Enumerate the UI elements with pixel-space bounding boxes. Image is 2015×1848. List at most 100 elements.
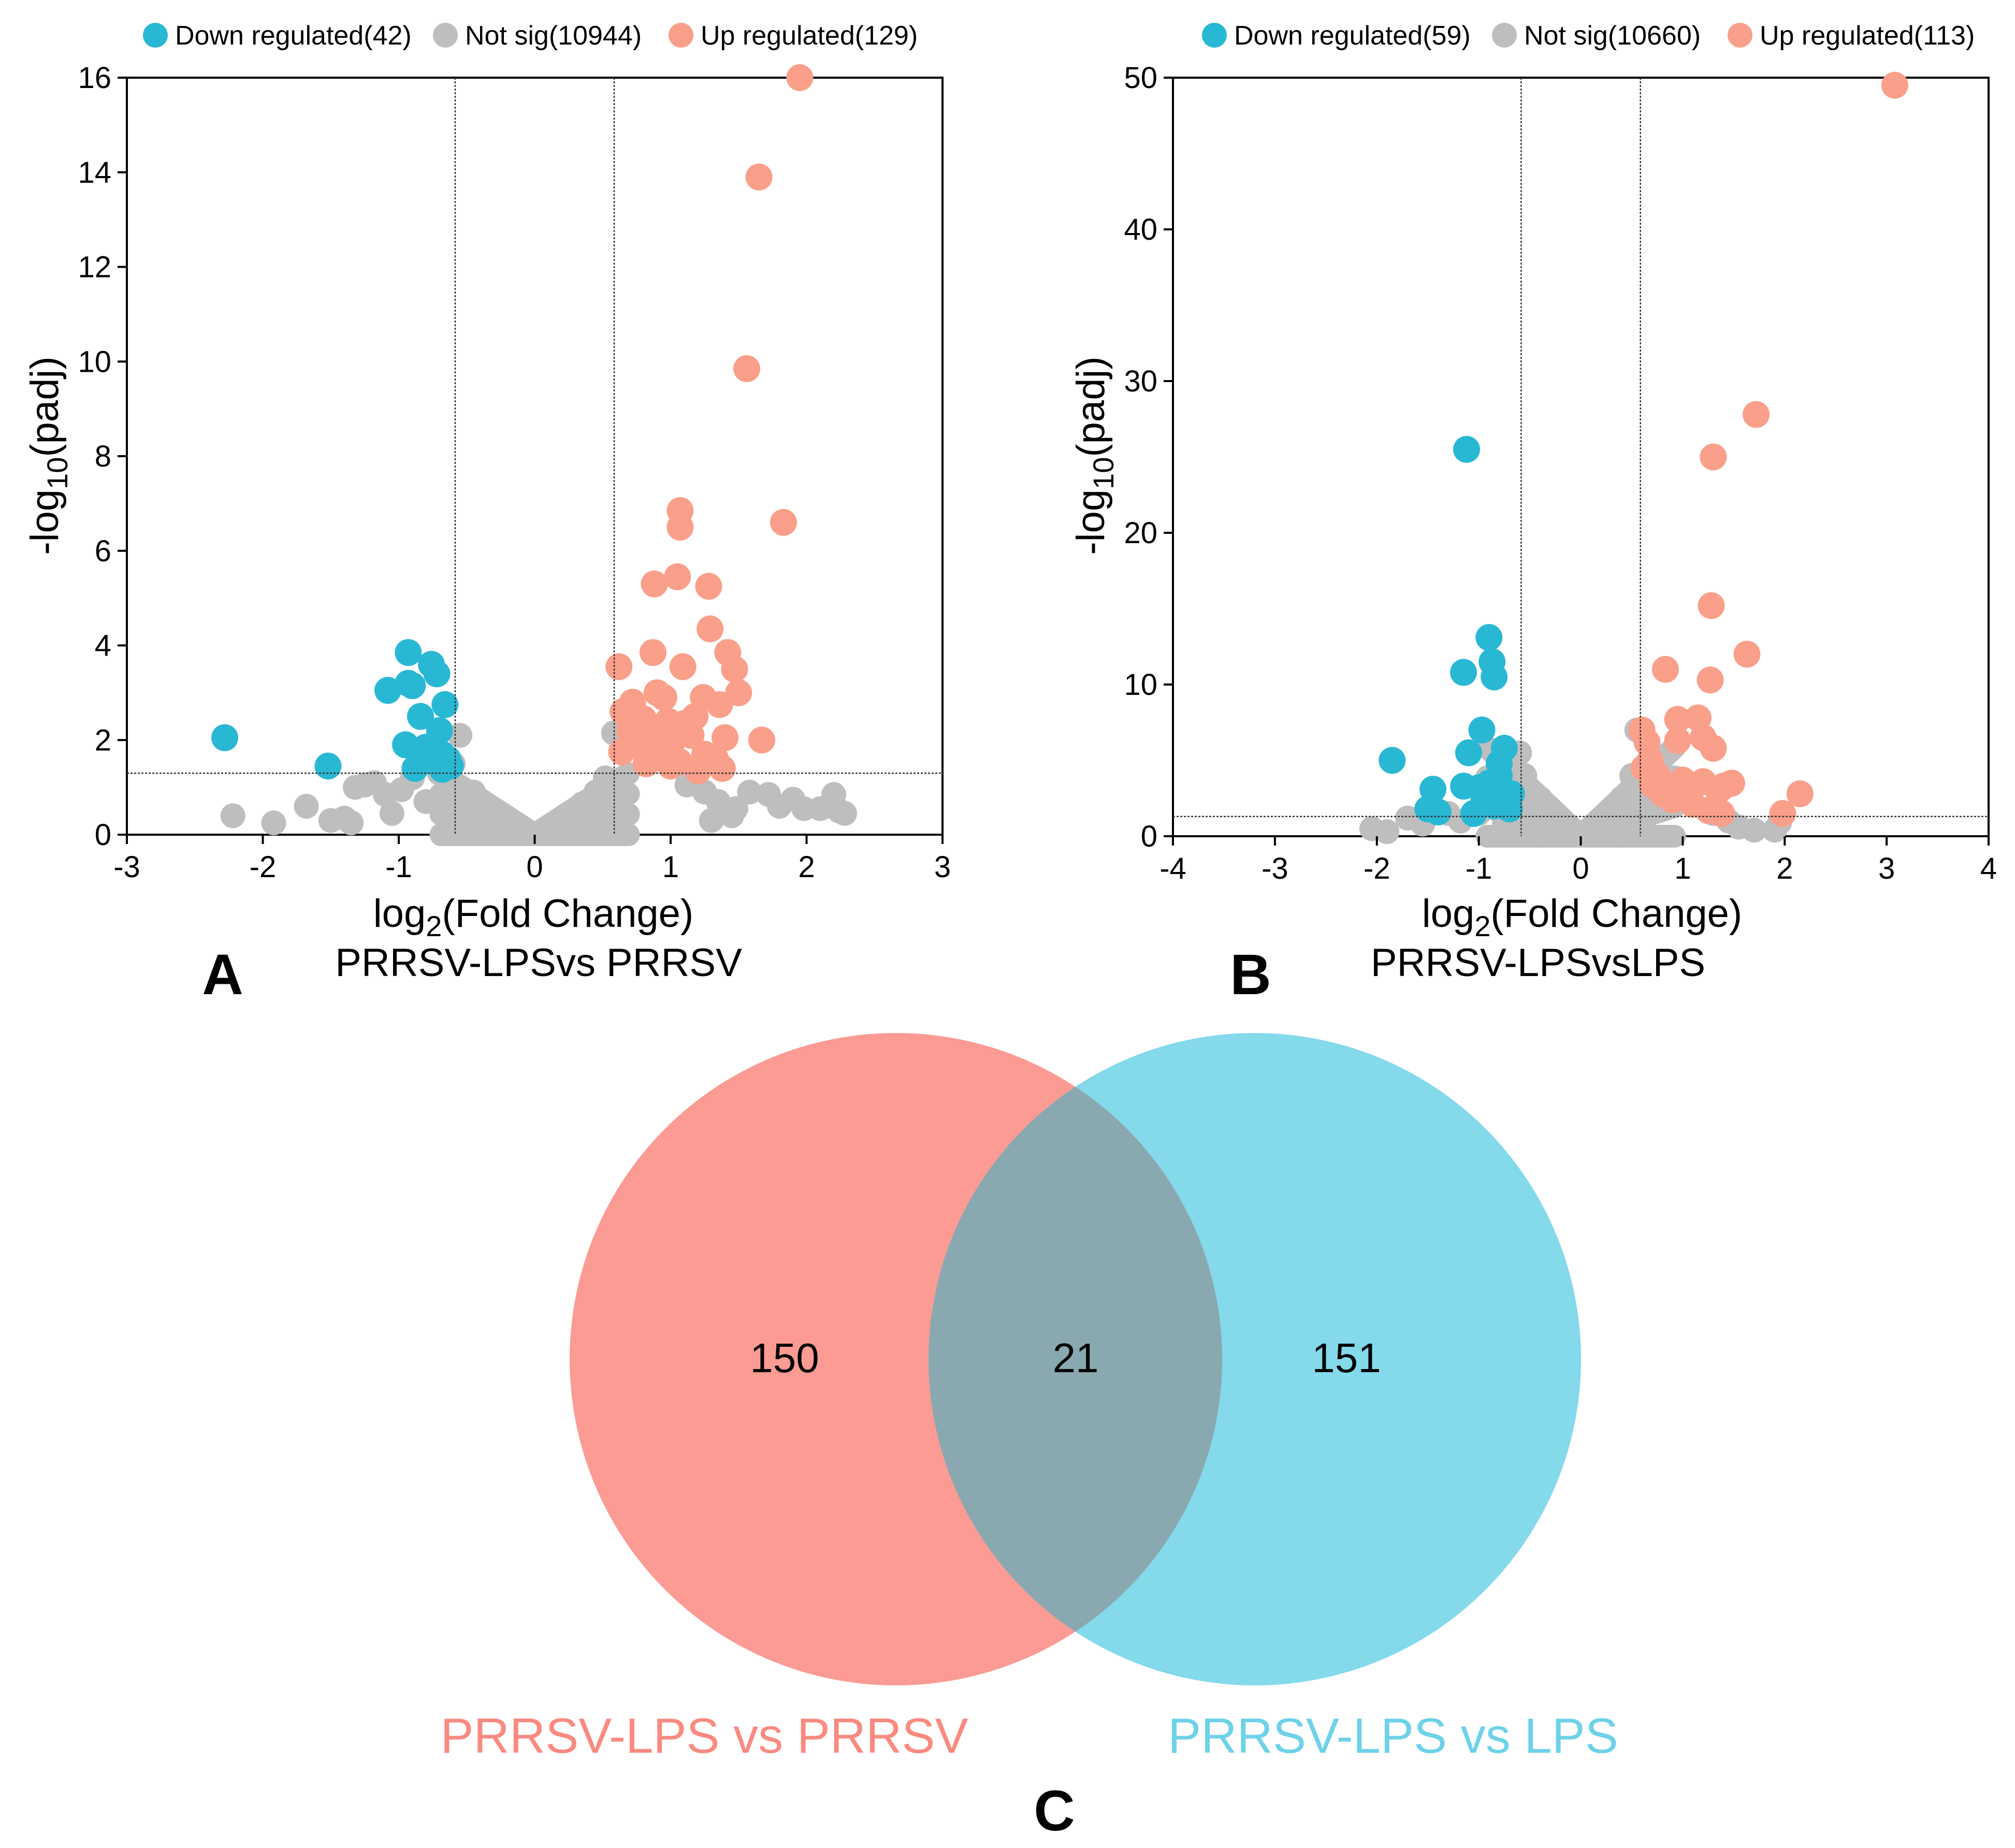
point-down bbox=[1498, 780, 1525, 807]
legend-a: Down regulated(42) Not sig(10944) Up regul… bbox=[143, 21, 918, 51]
point-up bbox=[1700, 443, 1727, 471]
point-not-sig bbox=[1475, 825, 1499, 848]
x-tick-label: 0 bbox=[526, 850, 543, 884]
point-up bbox=[721, 656, 748, 683]
point-not-sig bbox=[511, 817, 537, 842]
subtitle-b: PRRSV-LPSvsLPS bbox=[1371, 941, 1705, 985]
point-not-sig bbox=[719, 803, 745, 828]
x-tick-label: 3 bbox=[934, 850, 951, 884]
point-not-sig bbox=[1374, 819, 1400, 845]
venn-right-label: PRRSV-LPS vs LPS bbox=[1168, 1708, 1618, 1764]
point-down bbox=[407, 703, 434, 730]
y-tick-label: 0 bbox=[95, 818, 111, 852]
y-tick-label: 4 bbox=[95, 629, 111, 663]
x-tick-label: -2 bbox=[250, 850, 277, 884]
point-up bbox=[1698, 592, 1725, 619]
point-up bbox=[745, 163, 773, 191]
point-down bbox=[374, 677, 401, 704]
point-up bbox=[1733, 641, 1761, 668]
point-up bbox=[708, 755, 736, 782]
point-down bbox=[1468, 716, 1496, 744]
point-not-sig bbox=[447, 723, 473, 748]
x-tick-label: -3 bbox=[1262, 852, 1288, 885]
legend-marker bbox=[1728, 23, 1752, 48]
venn-diagram: 150 21 151 PRRSV-LPS vs PRRSV PRRSV-LPS … bbox=[441, 1033, 1618, 1843]
point-down bbox=[395, 639, 422, 666]
y-tick-label: 16 bbox=[78, 61, 111, 95]
point-not-sig bbox=[617, 823, 640, 846]
x-tick-label: 3 bbox=[1878, 852, 1895, 885]
point-up bbox=[1705, 777, 1732, 805]
point-up bbox=[1636, 747, 1664, 774]
point-not-sig bbox=[294, 794, 319, 819]
x-tick-label: 1 bbox=[1674, 852, 1691, 885]
y-tick-label: 20 bbox=[1124, 516, 1157, 550]
point-up bbox=[1664, 706, 1691, 733]
point-not-sig bbox=[1742, 818, 1767, 843]
legend-label: Not sig(10660) bbox=[1524, 21, 1701, 51]
point-up bbox=[748, 726, 775, 754]
point-up bbox=[632, 750, 660, 777]
panel-label-b: B bbox=[1230, 943, 1271, 1007]
point-not-sig bbox=[429, 823, 453, 846]
legend-marker bbox=[669, 23, 693, 48]
y-tick-label: 30 bbox=[1124, 365, 1157, 398]
legend-marker bbox=[1492, 23, 1517, 48]
point-not-sig bbox=[807, 796, 833, 821]
y-tick-label: 14 bbox=[78, 156, 111, 190]
point-up bbox=[664, 563, 691, 591]
point-up bbox=[669, 653, 697, 680]
point-not-sig bbox=[699, 808, 724, 833]
point-up bbox=[666, 514, 694, 541]
x-tick-label: -1 bbox=[385, 850, 412, 884]
point-down bbox=[314, 752, 342, 780]
plot-area-b bbox=[1172, 77, 1990, 837]
legend-label: Not sig(10944) bbox=[465, 21, 642, 51]
x-tick-label: -1 bbox=[1466, 852, 1492, 885]
legend-marker bbox=[143, 23, 168, 48]
point-up bbox=[712, 724, 738, 751]
point-down bbox=[431, 691, 459, 718]
point-not-sig bbox=[1663, 825, 1686, 848]
point-down bbox=[1481, 663, 1508, 691]
point-up bbox=[770, 508, 797, 536]
x-tick-label: -4 bbox=[1159, 852, 1186, 885]
point-not-sig bbox=[1558, 819, 1583, 845]
point-not-sig bbox=[617, 782, 640, 806]
point-down bbox=[1455, 739, 1482, 766]
x-tick-label: 1 bbox=[662, 850, 679, 884]
point-up bbox=[1881, 71, 1908, 99]
point-up bbox=[650, 684, 677, 711]
point-not-sig bbox=[261, 810, 286, 836]
point-up bbox=[657, 752, 684, 780]
point-down bbox=[429, 755, 456, 783]
venn-right-count: 151 bbox=[1312, 1335, 1381, 1381]
point-up bbox=[641, 570, 668, 598]
x-axis-label-b: log2(Fold Change) bbox=[1422, 892, 1742, 942]
point-not-sig bbox=[339, 810, 364, 836]
point-not-sig bbox=[1609, 785, 1634, 811]
point-up bbox=[697, 615, 724, 643]
legend-label: Up regulated(113) bbox=[1760, 21, 1975, 51]
legend-marker bbox=[1202, 23, 1227, 48]
x-tick-label: 0 bbox=[1572, 852, 1589, 885]
subtitle-a: PRRSV-LPSvs PRRSV bbox=[335, 941, 742, 985]
point-not-sig bbox=[737, 779, 762, 805]
point-down bbox=[423, 660, 451, 688]
point-not-sig bbox=[1512, 763, 1538, 788]
panel-label-a: A bbox=[202, 943, 243, 1007]
point-not-sig bbox=[379, 801, 404, 826]
venn-left-label: PRRSV-LPS vs PRRSV bbox=[441, 1708, 968, 1764]
y-tick-label: 40 bbox=[1124, 213, 1157, 246]
venn-left-count: 150 bbox=[750, 1335, 819, 1381]
point-down bbox=[1470, 784, 1498, 812]
panel-label-c: C bbox=[1034, 1779, 1075, 1843]
x-tick-label: -3 bbox=[113, 850, 140, 884]
point-up bbox=[706, 691, 733, 718]
point-up bbox=[605, 653, 633, 680]
points-a bbox=[211, 64, 857, 846]
y-tick-label: 0 bbox=[1141, 820, 1157, 853]
point-up bbox=[1743, 401, 1770, 428]
